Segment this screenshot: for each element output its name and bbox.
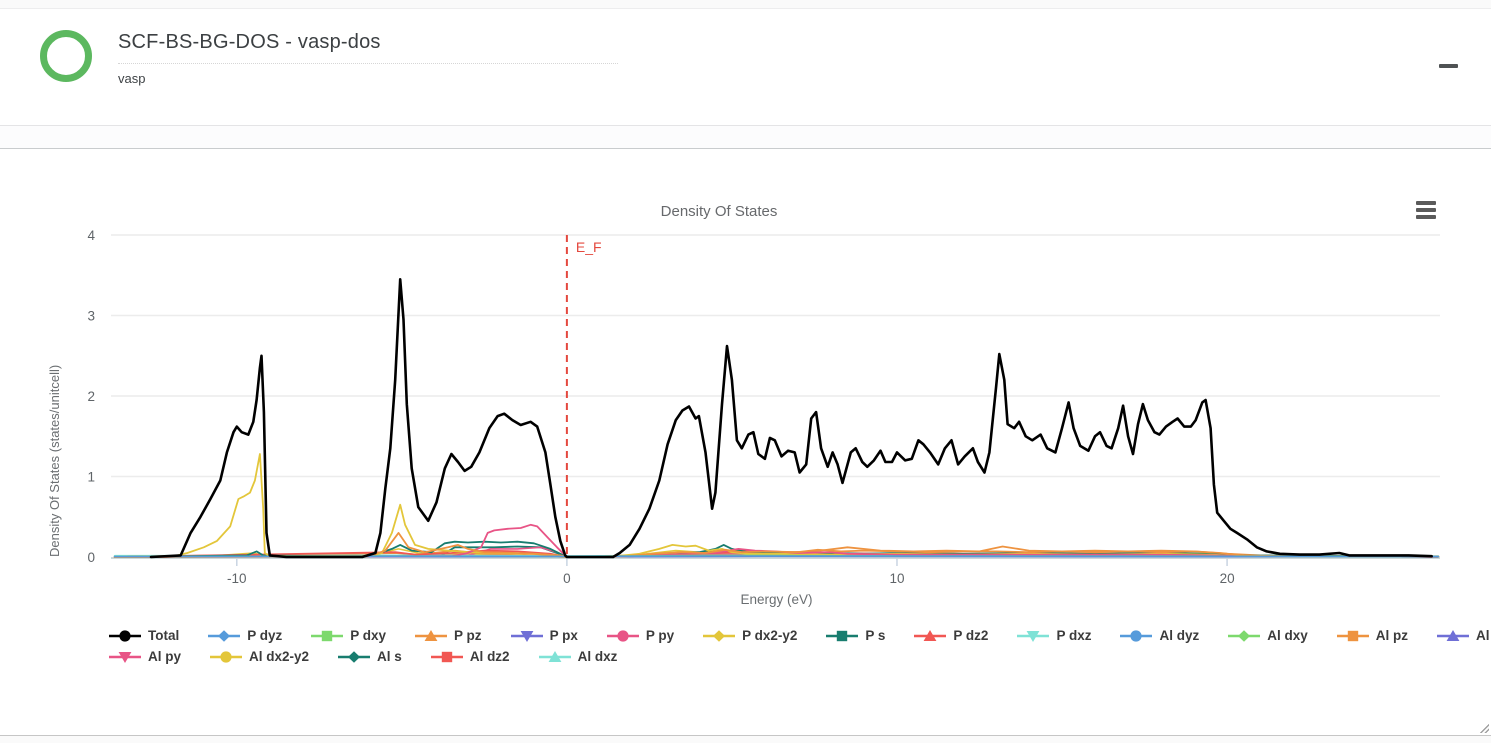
chart-legend: Total P dyz P dxy P pz P px P py P dx2-y…	[108, 626, 1491, 668]
legend-item-al-dxz[interactable]: Al dxz	[538, 649, 618, 664]
legend-triangle-up-marker	[914, 629, 947, 641]
legend-triangle-up-marker	[538, 650, 571, 662]
legend-circle-marker	[1120, 629, 1153, 642]
y-tick-label: 0	[87, 550, 95, 565]
legend-diamond-marker	[703, 629, 736, 642]
legend-triangle-down-marker	[1017, 630, 1050, 642]
legend-item-al-dx2-y2[interactable]: Al dx2-y2	[209, 649, 309, 664]
legend-label: Al dxy	[1267, 628, 1308, 643]
legend-label: Al pz	[1375, 628, 1408, 643]
legend-item-p-dx2-y2[interactable]: P dx2-y2	[702, 628, 797, 643]
legend-square-marker	[1336, 630, 1369, 641]
legend-label: Al dz2	[469, 649, 510, 664]
legend-item-p-s[interactable]: P s	[825, 628, 885, 643]
x-tick-label: -10	[227, 571, 247, 586]
legend-label: Al dx2-y2	[249, 649, 310, 664]
legend-triangle-down-marker	[109, 651, 141, 663]
series-p-py	[113, 523, 1440, 558]
legend-label: P dyz	[247, 628, 283, 643]
legend-item-al-s[interactable]: Al s	[337, 649, 402, 664]
x-tick-marks	[236, 559, 1228, 566]
y-tick-label: 2	[87, 389, 95, 404]
legend-circle-marker	[606, 629, 639, 642]
legend-item-p-dz2[interactable]: P dz2	[913, 628, 988, 643]
app-window: SCF-BS-BG-DOS - vasp-dos vasp 0 1 2 3 4 -10 0 1…	[0, 8, 1491, 743]
legend-label: P dz2	[953, 628, 989, 643]
fermi-label: E_F	[576, 239, 602, 255]
legend-triangle-up-marker	[1436, 629, 1469, 641]
legend-row-2: Al py Al dx2-y2 Al s Al dz2 Al dxz	[108, 647, 1438, 666]
legend-square-marker	[311, 630, 344, 641]
window-header: SCF-BS-BG-DOS - vasp-dos vasp	[0, 8, 1491, 126]
x-tick-label: 0	[563, 571, 571, 586]
dos-chart-card: 0 1 2 3 4 -10 0 10 20 E_F Density Of States Densi…	[0, 149, 1491, 736]
legend-label: Al py	[148, 649, 182, 664]
minimize-icon	[1438, 64, 1458, 68]
hamburger-icon	[1416, 201, 1436, 205]
legend-square-marker	[826, 630, 859, 641]
legend-item-al-px[interactable]: Al px	[1436, 628, 1491, 643]
x-axis-title: Energy (eV)	[740, 592, 813, 607]
status-ring-icon	[40, 30, 92, 82]
series-p-pz	[113, 532, 1440, 558]
y-tick-label: 1	[87, 470, 95, 485]
legend-label: Al dyz	[1159, 628, 1200, 643]
legend-diamond-marker	[208, 629, 241, 642]
series-lines	[113, 278, 1440, 559]
series-total	[149, 278, 1433, 559]
legend-triangle-up-marker	[415, 629, 448, 641]
x-tick-label: 10	[889, 571, 904, 586]
legend-triangle-down-marker	[510, 630, 543, 642]
legend-item-p-py[interactable]: P py	[606, 628, 674, 643]
legend-label: P dx2-y2	[742, 628, 798, 643]
page-title: SCF-BS-BG-DOS - vasp-dos	[118, 31, 618, 64]
header-titles: SCF-BS-BG-DOS - vasp-dos vasp	[118, 31, 618, 86]
legend-label: Total	[148, 628, 180, 643]
legend-item-p-dxz[interactable]: P dxz	[1016, 628, 1091, 643]
section-divider	[0, 126, 1491, 149]
legend-circle-marker	[210, 650, 243, 663]
legend-item-p-pz[interactable]: P pz	[414, 628, 482, 643]
resize-handle[interactable]	[1478, 722, 1489, 733]
series-p-dx2-y2	[113, 453, 1440, 558]
legend-label: P pz	[454, 628, 482, 643]
page-subtitle: vasp	[118, 71, 146, 86]
legend-item-p-dxy[interactable]: P dxy	[310, 628, 386, 643]
chart-menu-button[interactable]	[1416, 201, 1438, 219]
legend-diamond-marker	[1228, 629, 1261, 642]
x-tick-label: 20	[1220, 571, 1235, 586]
legend-label: Al s	[377, 649, 402, 664]
legend-label: P dxz	[1056, 628, 1092, 643]
legend-label: Al dxz	[577, 649, 618, 664]
y-gridlines	[111, 234, 1440, 478]
legend-item-total[interactable]: Total	[108, 628, 179, 643]
legend-item-al-dz2[interactable]: Al dz2	[430, 649, 510, 664]
legend-row-1: Total P dyz P dxy P pz P px P py P dx2-y…	[108, 626, 1491, 645]
legend-label: P s	[865, 628, 886, 643]
dos-plot[interactable]: 0 1 2 3 4 -10 0 10 20 E_F	[0, 149, 1491, 736]
y-tick-label: 3	[87, 309, 95, 324]
minimize-button[interactable]	[1435, 53, 1461, 79]
legend-item-al-py[interactable]: Al py	[108, 649, 181, 664]
legend-item-al-dyz[interactable]: Al dyz	[1119, 628, 1199, 643]
legend-circle-marker	[109, 629, 141, 642]
legend-label: P px	[549, 628, 578, 643]
y-tick-label: 4	[87, 228, 95, 243]
legend-label: Al px	[1475, 628, 1491, 643]
legend-square-marker	[430, 651, 463, 662]
legend-label: P py	[645, 628, 675, 643]
legend-label: P dxy	[350, 628, 387, 643]
legend-item-p-dyz[interactable]: P dyz	[207, 628, 282, 643]
chart-title: Density Of States	[660, 203, 778, 220]
legend-item-p-px[interactable]: P px	[510, 628, 578, 643]
legend-diamond-marker	[338, 650, 371, 663]
legend-item-al-pz[interactable]: Al pz	[1336, 628, 1408, 643]
legend-item-al-dxy[interactable]: Al dxy	[1227, 628, 1308, 643]
y-axis-title: Density Of States (states/unitcell)	[47, 364, 62, 557]
